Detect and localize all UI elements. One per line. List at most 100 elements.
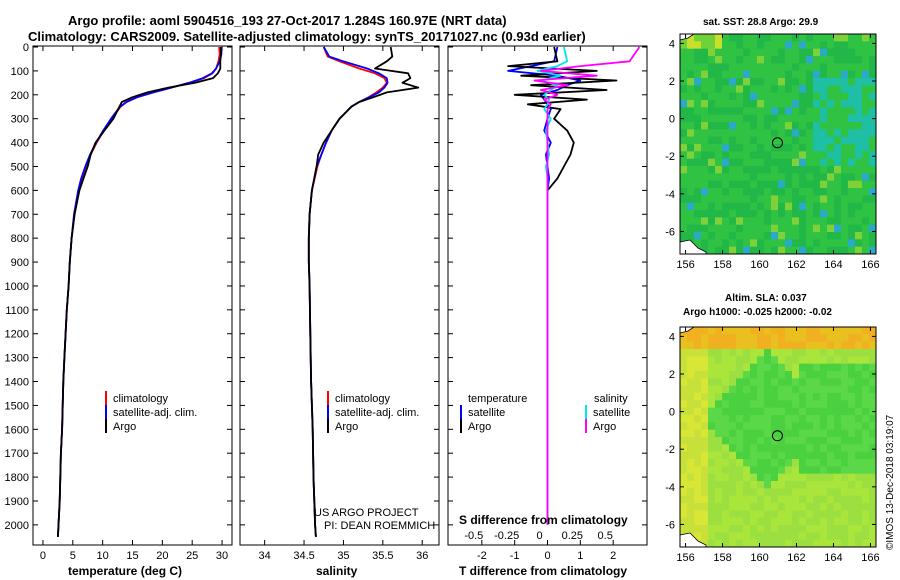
map-cell — [701, 144, 709, 152]
map-cell — [806, 70, 814, 79]
map-cell — [729, 217, 737, 226]
s-tick-label: 0.25 — [562, 530, 583, 542]
map-cell — [785, 85, 793, 94]
map-cell — [834, 473, 842, 482]
map-cell — [820, 539, 828, 548]
legend-label-satellite: satellite-adj. clim. — [335, 407, 419, 419]
series-line-argo — [57, 47, 222, 537]
map-cell — [736, 503, 744, 511]
map-cell — [855, 158, 863, 167]
map-cell — [848, 107, 856, 116]
map-cell — [750, 239, 758, 248]
map-cell — [841, 385, 849, 394]
map-cell — [799, 378, 807, 387]
map-cell — [729, 349, 737, 357]
map-cell — [722, 429, 730, 438]
map-cell — [764, 188, 772, 196]
map-cell — [841, 239, 849, 248]
map-cell — [792, 166, 800, 174]
map-cell — [771, 327, 779, 335]
map-cell — [687, 495, 695, 504]
map-cell — [834, 239, 842, 248]
map-cell — [729, 495, 737, 504]
map-cell — [750, 180, 758, 189]
map-cell — [799, 173, 807, 182]
map-cell — [757, 444, 765, 453]
map-cell — [862, 341, 870, 350]
map-cell — [827, 144, 835, 152]
map-cell — [785, 473, 793, 482]
map-cell — [708, 532, 716, 541]
map-cell — [729, 173, 737, 182]
map-cell — [750, 122, 758, 130]
map-cell — [799, 517, 807, 526]
depth-tick-label: 0 — [23, 42, 29, 54]
map-cell — [855, 356, 863, 365]
map-cell — [701, 466, 709, 475]
map-cell — [750, 202, 758, 211]
x-tick-label: 20 — [156, 550, 168, 562]
map-cell — [764, 539, 772, 548]
map-cell — [806, 466, 814, 475]
map-cell — [855, 224, 863, 233]
map-cell — [736, 246, 744, 255]
map-cell — [855, 334, 863, 343]
map-cell — [778, 188, 786, 196]
map-cell — [764, 122, 772, 130]
map-cell — [680, 473, 688, 482]
map-cell — [736, 122, 744, 130]
map-cell — [869, 488, 877, 497]
map-cell — [750, 349, 758, 357]
map-cell — [750, 129, 758, 138]
map-cell — [736, 341, 744, 350]
map-cell — [848, 210, 856, 218]
map-cell — [813, 341, 821, 350]
map-cell — [827, 525, 835, 533]
map-cell — [687, 525, 695, 533]
map-cell — [750, 166, 758, 174]
map-cell — [827, 378, 835, 387]
map-cell — [743, 334, 751, 343]
map-cell — [862, 188, 870, 196]
map-cell — [736, 136, 744, 145]
map-cell — [680, 510, 688, 519]
map-cell — [708, 136, 716, 145]
map-cell — [869, 173, 877, 182]
map-x-tick-label: 162 — [787, 552, 805, 564]
map-cell — [799, 136, 807, 145]
map-cell — [813, 444, 821, 453]
map-cell — [841, 444, 849, 453]
map-cell — [722, 503, 730, 511]
map-cell — [736, 334, 744, 343]
map-cell — [694, 378, 702, 387]
map-cell — [834, 70, 842, 79]
map-cell — [743, 473, 751, 482]
map-cell — [785, 466, 793, 475]
map-cell — [757, 70, 765, 79]
map-cell — [869, 85, 877, 94]
map-cell — [764, 356, 772, 365]
map-cell — [757, 437, 765, 445]
map-cell — [806, 136, 814, 145]
map-cell — [855, 481, 863, 489]
map-cell — [750, 503, 758, 511]
map-cell — [708, 100, 716, 108]
map-cell — [827, 349, 835, 357]
map-cell — [778, 525, 786, 533]
map-cell — [708, 429, 716, 438]
map-cell — [827, 356, 835, 365]
map-cell — [813, 349, 821, 357]
map-cell — [848, 100, 856, 108]
map-cell — [736, 151, 744, 160]
map-cell — [687, 378, 695, 387]
map-cell — [736, 34, 744, 42]
map-cell — [799, 503, 807, 511]
map-cell — [785, 48, 793, 57]
map-cell — [827, 466, 835, 475]
map-cell — [869, 363, 877, 372]
map-cell — [680, 422, 688, 431]
map-cell — [820, 188, 828, 196]
map-y-tick-label: -4 — [665, 189, 675, 201]
map-cell — [750, 378, 758, 387]
map-cell — [736, 100, 744, 108]
